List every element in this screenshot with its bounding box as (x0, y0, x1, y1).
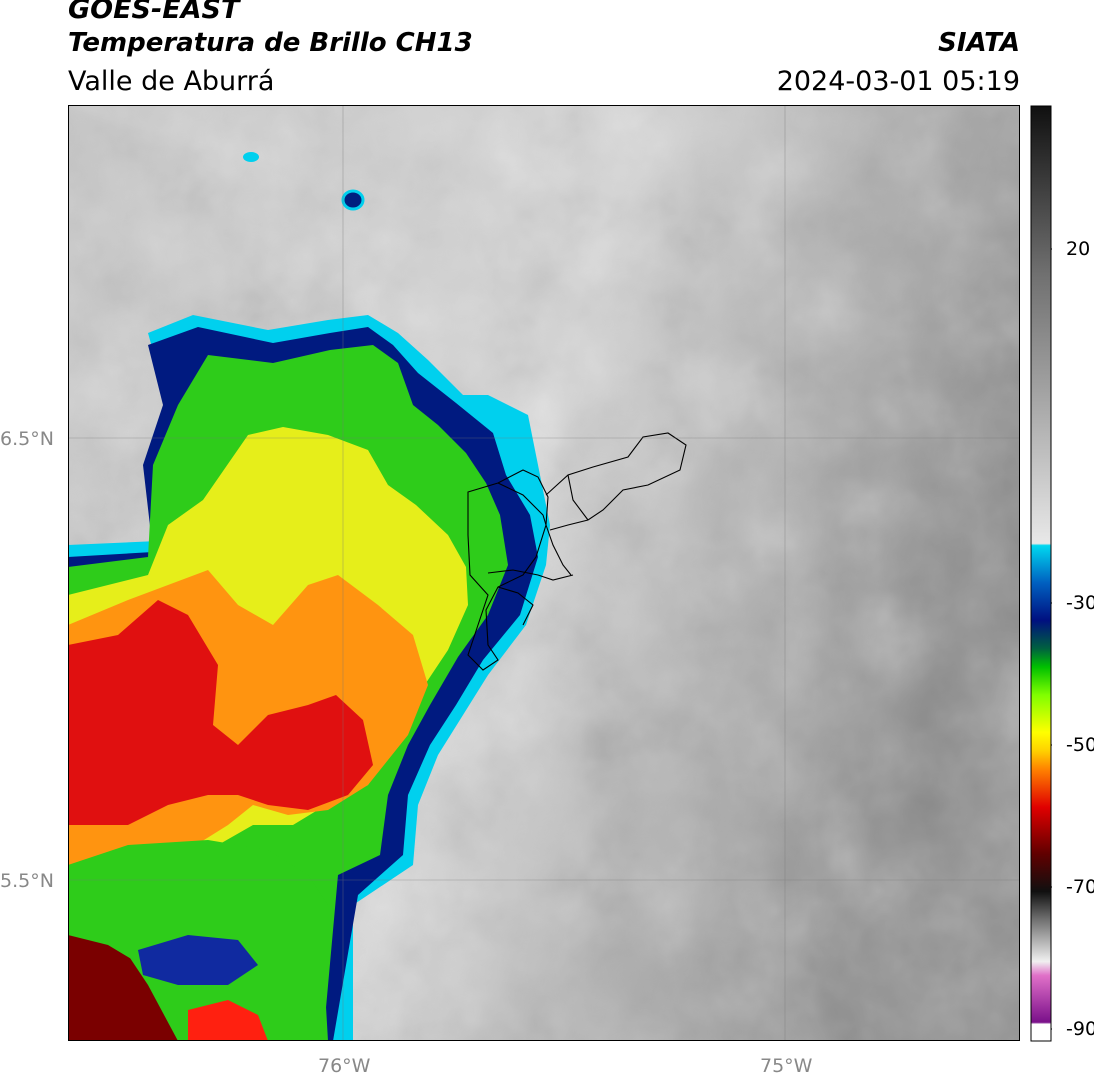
small-cloud-cell (341, 189, 365, 211)
colorbar-tick-minus50: -50 (1066, 734, 1094, 756)
lat-label-6-5: 6.5°N (0, 428, 54, 450)
colorbar-tick-minus90: -90 (1066, 1018, 1094, 1040)
colorbar-ticks (1051, 248, 1052, 1030)
cloud-navy-patch (138, 935, 258, 985)
colorbar-tick-minus30: -30 (1066, 592, 1094, 614)
colorbar-tick-minus70: -70 (1066, 876, 1094, 898)
region-label: Valle de Aburrá (68, 66, 275, 97)
agency-label: SIATA (938, 28, 1020, 58)
aburra-valley-boundaries (467, 432, 687, 671)
satellite-title: GOES-EAST (68, 0, 240, 25)
lon-label-75: 75°W (760, 1055, 813, 1077)
datetime-label: 2024-03-01 05:19 (776, 66, 1020, 97)
cloud-red-south (188, 1000, 268, 1041)
colorbar-tick-20: 20 (1066, 238, 1091, 260)
graticule (68, 105, 1020, 1041)
satellite-map[interactable] (68, 105, 1020, 1041)
lon-label-76: 76°W (318, 1055, 371, 1077)
product-title: Temperatura de Brillo CH13 (68, 28, 473, 58)
colorbar (1030, 105, 1052, 1042)
convective-cloud-system (68, 152, 550, 1041)
cloud-red-core (68, 600, 373, 825)
cloud-dark-red (68, 925, 178, 1041)
small-cloud-cell-2 (243, 152, 259, 162)
lat-label-5-5: 5.5°N (0, 870, 54, 892)
